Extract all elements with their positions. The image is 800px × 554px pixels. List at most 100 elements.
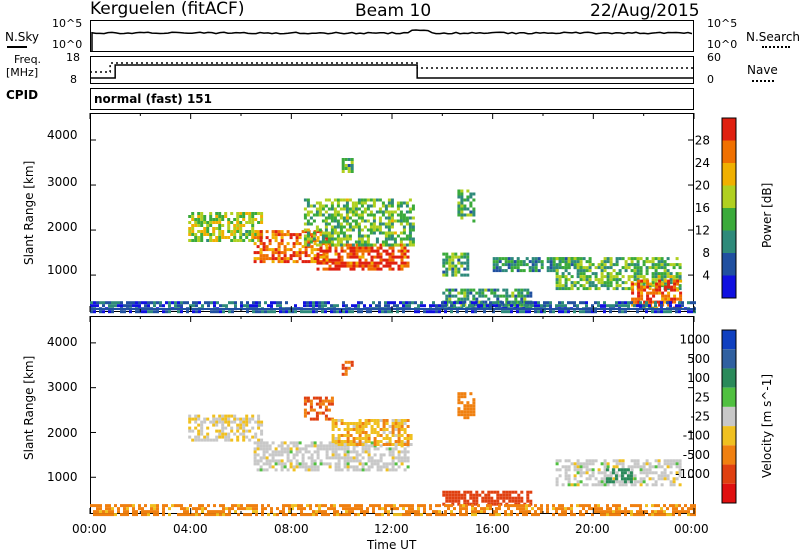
power-cell xyxy=(345,207,349,211)
velocity-cell xyxy=(394,440,398,443)
velocity-cell xyxy=(260,438,264,442)
power-cell xyxy=(432,304,435,308)
velocity-cell xyxy=(657,465,661,469)
power-cell xyxy=(336,204,340,208)
velocity-cell xyxy=(642,465,646,469)
power-cell xyxy=(520,294,524,298)
power-cell xyxy=(471,301,474,305)
power-cell xyxy=(135,310,138,314)
power-cell xyxy=(251,233,255,236)
velocity-cell xyxy=(330,396,334,400)
velocity-cell xyxy=(312,510,315,514)
power-cell xyxy=(657,275,661,279)
power-cell xyxy=(523,288,527,292)
velocity-cell xyxy=(245,429,249,433)
velocity-cell xyxy=(672,477,676,481)
velocity-cell xyxy=(492,513,495,517)
power-cell xyxy=(369,204,373,208)
power-cell xyxy=(271,233,275,237)
velocity-cell xyxy=(295,450,299,454)
power-cell xyxy=(426,310,429,314)
velocity-cell xyxy=(192,507,195,511)
power-cell xyxy=(324,204,328,208)
velocity-cell xyxy=(367,437,371,440)
velocity-cell xyxy=(254,435,258,439)
velocity-cell xyxy=(373,419,377,422)
velocity-cell xyxy=(495,513,498,517)
velocity-cell xyxy=(309,405,313,409)
velocity-cell xyxy=(669,513,672,517)
velocity-cell xyxy=(588,474,592,478)
power-cell xyxy=(354,225,358,229)
power-cell xyxy=(411,225,415,229)
power-cell xyxy=(253,257,257,261)
power-cell xyxy=(277,233,281,237)
power-cell xyxy=(513,266,517,270)
velocity-cell xyxy=(117,507,120,511)
power-cell xyxy=(310,233,314,237)
power-cell xyxy=(567,278,571,282)
velocity-cell xyxy=(382,431,386,434)
power-cell xyxy=(460,213,464,217)
velocity-cell xyxy=(313,444,317,448)
velocity-cell xyxy=(200,429,204,433)
power-cell xyxy=(456,301,459,305)
power-cell xyxy=(96,304,99,308)
velocity-cell xyxy=(168,507,171,511)
power-cell xyxy=(478,300,482,304)
power-cell xyxy=(558,301,561,305)
power-cell xyxy=(390,231,394,235)
velocity-cell xyxy=(346,443,350,446)
power-cell xyxy=(514,297,518,301)
power-cell xyxy=(224,212,228,215)
power-cell xyxy=(501,269,505,273)
power-cell xyxy=(192,304,195,308)
velocity-cell xyxy=(215,417,219,421)
power-cell xyxy=(448,294,452,298)
power-cell xyxy=(379,267,383,271)
power-cell xyxy=(180,304,183,308)
power-cell xyxy=(298,248,302,252)
power-cell xyxy=(618,278,622,282)
velocity-cell xyxy=(260,429,264,433)
velocity-cell xyxy=(564,510,567,514)
velocity-cell xyxy=(408,507,411,511)
power-cell xyxy=(618,301,621,305)
power-cell xyxy=(399,210,403,214)
power-cell xyxy=(253,242,257,246)
power-cell xyxy=(388,264,392,268)
power-cell xyxy=(333,228,337,232)
power-cell xyxy=(239,227,243,230)
power-cell xyxy=(511,294,515,298)
velocity-cell xyxy=(292,441,296,445)
power-cell xyxy=(603,269,607,273)
power-cell xyxy=(597,281,601,285)
velocity-cell xyxy=(526,493,530,497)
power-cell xyxy=(487,297,491,301)
power-cell xyxy=(324,216,328,220)
velocity-cell xyxy=(295,462,299,466)
power-cell xyxy=(318,240,322,244)
velocity-cell xyxy=(215,435,219,439)
velocity-cell xyxy=(576,459,580,463)
power-cell xyxy=(510,263,514,267)
power-cell xyxy=(672,266,676,270)
velocity-cell xyxy=(295,465,299,469)
power-cell xyxy=(660,301,663,305)
power-cell xyxy=(555,266,559,270)
power-cell xyxy=(406,264,410,268)
power-cell xyxy=(327,237,331,241)
power-cell xyxy=(618,269,622,273)
power-cell xyxy=(316,255,320,259)
power-cell xyxy=(336,310,339,314)
velocity-cell xyxy=(448,499,452,503)
power-cell xyxy=(218,218,222,221)
velocity-cell xyxy=(381,507,384,511)
power-cell xyxy=(507,263,511,267)
power-cell xyxy=(370,258,374,262)
velocity-cell xyxy=(237,504,240,508)
velocity-cell xyxy=(564,459,568,463)
power-cell xyxy=(334,249,338,253)
velocity-cell xyxy=(597,480,601,484)
power-cell xyxy=(660,263,664,267)
